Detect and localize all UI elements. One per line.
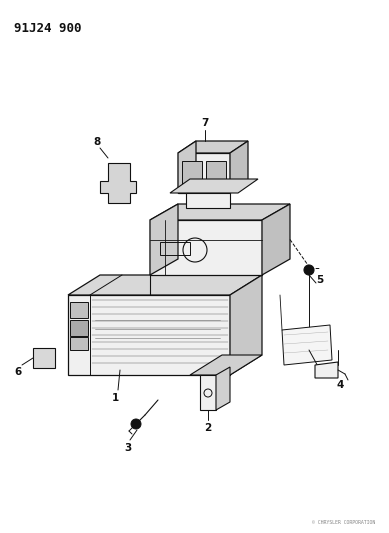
Polygon shape xyxy=(190,355,262,375)
Polygon shape xyxy=(70,320,88,336)
Polygon shape xyxy=(216,367,230,410)
Text: 8: 8 xyxy=(93,137,101,147)
Polygon shape xyxy=(182,161,202,185)
Polygon shape xyxy=(282,325,332,365)
Polygon shape xyxy=(100,163,136,203)
Text: 6: 6 xyxy=(14,367,22,377)
Circle shape xyxy=(307,268,312,272)
Polygon shape xyxy=(70,302,88,318)
Polygon shape xyxy=(262,204,290,275)
Polygon shape xyxy=(186,193,230,208)
Polygon shape xyxy=(68,295,230,375)
Polygon shape xyxy=(150,204,178,275)
Text: 4: 4 xyxy=(336,380,344,390)
Text: 91J24 900: 91J24 900 xyxy=(14,22,82,35)
Polygon shape xyxy=(230,141,248,193)
Polygon shape xyxy=(200,375,216,410)
Text: © CHRYSLER CORPORATION: © CHRYSLER CORPORATION xyxy=(312,520,375,525)
Polygon shape xyxy=(178,141,196,193)
Circle shape xyxy=(304,265,314,275)
Text: 1: 1 xyxy=(111,393,119,403)
Circle shape xyxy=(131,419,141,429)
Text: 3: 3 xyxy=(124,443,131,453)
Polygon shape xyxy=(33,348,55,368)
Polygon shape xyxy=(68,275,262,295)
Polygon shape xyxy=(315,362,338,378)
Polygon shape xyxy=(230,275,262,375)
Polygon shape xyxy=(178,141,248,153)
Polygon shape xyxy=(206,161,226,185)
Text: 7: 7 xyxy=(202,118,209,128)
Polygon shape xyxy=(150,220,262,275)
Polygon shape xyxy=(178,153,230,193)
Polygon shape xyxy=(170,179,258,193)
Polygon shape xyxy=(70,337,88,350)
Text: 2: 2 xyxy=(204,423,212,433)
Polygon shape xyxy=(150,204,290,220)
Text: 5: 5 xyxy=(316,275,324,285)
